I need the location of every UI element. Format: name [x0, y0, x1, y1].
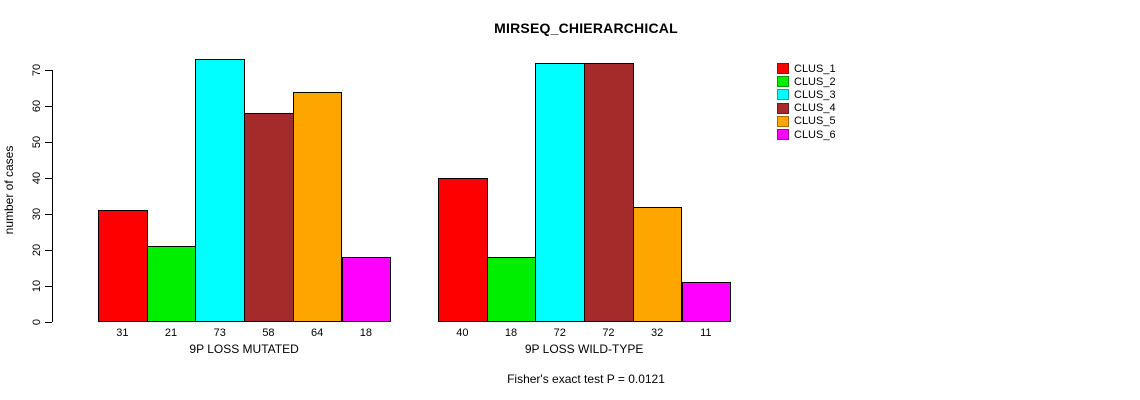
y-tick-label: 70: [31, 63, 43, 77]
y-tick-label: 40: [31, 171, 43, 185]
bar-clus_3: [535, 62, 586, 322]
bar-value-label: 64: [311, 327, 324, 339]
legend-label: CLUS_3: [794, 88, 836, 101]
legend-item-clus_1: CLUS_1: [777, 62, 836, 75]
legend-label: CLUS_4: [794, 102, 836, 115]
legend-item-clus_2: CLUS_2: [777, 75, 836, 88]
bar-clus_2: [146, 246, 197, 322]
legend-item-clus_4: CLUS_4: [777, 102, 836, 115]
legend-swatch: [777, 76, 789, 88]
y-tick-mark: [45, 141, 52, 143]
legend-item-clus_6: CLUS_6: [777, 128, 836, 141]
bar-value-label: 72: [602, 327, 615, 339]
legend-swatch: [777, 115, 789, 127]
bar-clus_5: [632, 206, 683, 322]
bar-value-label: 21: [164, 327, 178, 339]
bar-value-label: 31: [116, 327, 129, 339]
y-tick-mark: [45, 69, 52, 71]
y-tick-label: 50: [31, 135, 43, 149]
bar-clus_2: [486, 257, 537, 322]
legend-swatch: [777, 89, 789, 101]
y-tick-mark: [45, 321, 52, 323]
bar-clus_6: [341, 257, 392, 322]
annotation-text: Fisher's exact test P = 0.0121: [507, 372, 665, 386]
legend-swatch: [777, 102, 789, 114]
y-tick-label: 60: [31, 99, 43, 113]
bar-value-label: 73: [213, 327, 226, 339]
bar-value-label: 72: [553, 327, 566, 339]
bar-value-label: 58: [262, 327, 275, 339]
bar-value-label: 18: [359, 327, 372, 339]
legend-item-clus_3: CLUS_3: [777, 88, 836, 101]
group-label: 9P LOSS WILD-TYPE: [524, 342, 644, 356]
bar-clus_6: [681, 282, 732, 322]
bar-clus_1: [438, 178, 488, 322]
legend-swatch: [777, 129, 789, 141]
legend: CLUS_1 CLUS_2 CLUS_3 CLUS_4 CLUS_5 CLUS_6: [777, 62, 836, 141]
y-axis-label: number of cases: [2, 145, 16, 235]
y-axis-line: [52, 70, 53, 322]
y-tick-label: 20: [31, 243, 43, 257]
legend-label: CLUS_2: [794, 75, 836, 88]
legend-label: CLUS_5: [794, 115, 836, 128]
bar-clus_1: [98, 210, 148, 322]
legend-label: CLUS_6: [794, 128, 836, 141]
bar-clus_5: [292, 91, 343, 322]
y-tick-mark: [45, 105, 52, 107]
bar-clus_3: [195, 59, 246, 322]
bar-value-label: 18: [504, 327, 518, 339]
bar-clus_4: [244, 113, 294, 322]
y-tick-label: 30: [31, 207, 43, 221]
y-tick-mark: [45, 249, 52, 251]
legend-item-clus_5: CLUS_5: [777, 115, 836, 128]
group-label: 9P LOSS MUTATED: [189, 342, 299, 356]
y-tick-mark: [45, 177, 52, 179]
bar-value-label: 11: [700, 327, 712, 339]
bar-value-label: 32: [651, 327, 664, 339]
y-tick-label: 0: [31, 318, 43, 326]
bar-value-label: 40: [456, 327, 469, 339]
bar-clus_4: [584, 62, 634, 322]
y-tick-label: 10: [31, 279, 43, 293]
y-tick-mark: [45, 213, 52, 215]
chart-title: MIRSEQ_CHIERARCHICAL: [494, 20, 678, 36]
legend-label: CLUS_1: [794, 62, 836, 75]
y-tick-mark: [45, 285, 52, 287]
legend-swatch: [777, 63, 789, 75]
